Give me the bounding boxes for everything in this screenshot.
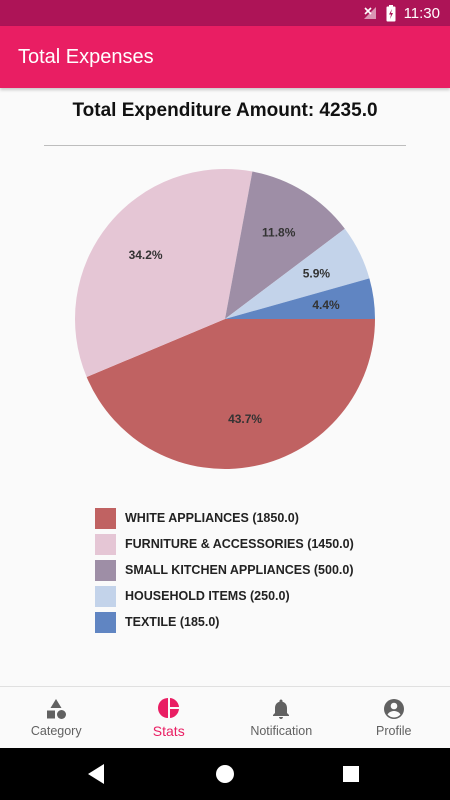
legend-swatch [95, 507, 116, 529]
legend-label: HOUSEHOLD ITEMS (250.0) [125, 589, 290, 603]
status-bar: 11:30 [0, 0, 450, 26]
back-icon[interactable] [88, 764, 104, 784]
legend-item: FURNITURE & ACCESSORIES (1450.0) [95, 531, 354, 557]
nav-item-category[interactable]: Category [0, 687, 113, 748]
pie-percent-label: 5.9% [303, 267, 331, 281]
legend-label: WHITE APPLIANCES (1850.0) [125, 511, 299, 525]
legend-item: SMALL KITCHEN APPLIANCES (500.0) [95, 557, 354, 583]
pie-percent-label: 11.8% [262, 225, 296, 239]
pie-chart-icon [157, 698, 179, 718]
divider [44, 145, 406, 146]
bell-icon [273, 699, 290, 719]
legend-swatch [95, 611, 116, 633]
legend-label: SMALL KITCHEN APPLIANCES (500.0) [125, 563, 354, 577]
total-expenditure-label: Total Expenditure Amount: 4235.0 [72, 100, 378, 121]
nav-item-stats[interactable]: Stats [113, 687, 226, 748]
pie-slice-small-kitchen-appliances[interactable] [225, 171, 345, 319]
legend-swatch [95, 533, 116, 555]
legend-swatch [95, 585, 116, 607]
nav-label-category: Category [30, 724, 82, 738]
nav-label-stats: Stats [152, 723, 185, 739]
account-circle-icon [383, 699, 404, 719]
nav-item-profile[interactable]: Profile [338, 687, 450, 748]
system-navigation-bar [0, 748, 450, 800]
pie-slice-textile[interactable] [225, 278, 375, 319]
page-title: Total Expenses [18, 45, 154, 68]
bottom-navigation: Category Stats Notification Profile [0, 686, 450, 748]
pie-slice-white-appliances[interactable] [86, 319, 375, 470]
app-bar: Total Expenses [0, 26, 450, 88]
nav-label-notification: Notification [250, 724, 313, 738]
pie-slice-furniture-accessories[interactable] [75, 169, 253, 377]
category-icon [47, 699, 67, 719]
legend-item: WHITE APPLIANCES (1850.0) [95, 505, 354, 531]
no-signal-icon [363, 7, 376, 19]
nav-item-notification[interactable]: Notification [225, 687, 338, 748]
legend-swatch [95, 559, 116, 581]
nav-label-profile: Profile [376, 724, 412, 738]
legend-item: TEXTILE (185.0) [95, 609, 354, 635]
pie-slice-household-items[interactable] [225, 228, 370, 319]
legend-label: FURNITURE & ACCESSORIES (1450.0) [125, 537, 354, 551]
recents-icon[interactable] [343, 766, 359, 782]
chart-legend: WHITE APPLIANCES (1850.0) FURNITURE & ACC… [95, 505, 354, 635]
expense-pie-chart[interactable]: 43.7% 34.2% 11.8% 5.9% 4.4% [74, 168, 376, 470]
pie-chart-svg: 43.7% 34.2% 11.8% 5.9% 4.4% [75, 169, 375, 470]
pie-percent-label: 4.4% [312, 298, 340, 312]
legend-label: TEXTILE (185.0) [125, 615, 220, 629]
home-icon[interactable] [216, 765, 234, 783]
pie-percent-label: 34.2% [129, 248, 163, 262]
status-time: 11:30 [403, 4, 440, 22]
pie-percent-label: 43.7% [228, 412, 262, 426]
legend-item: HOUSEHOLD ITEMS (250.0) [95, 583, 354, 609]
battery-charging-icon [386, 4, 396, 21]
